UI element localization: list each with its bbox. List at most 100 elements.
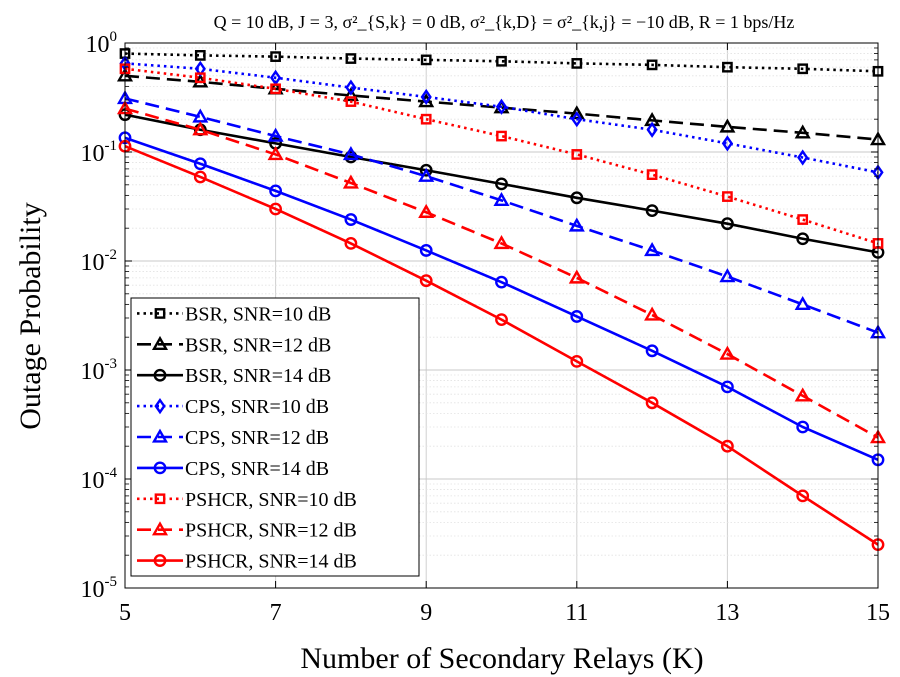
data-point — [646, 59, 658, 71]
data-point — [571, 111, 583, 128]
data-point — [644, 306, 661, 321]
data-point — [270, 51, 281, 62]
legend-item: PSHCR, SNR=12 dB — [137, 520, 357, 542]
data-point — [645, 396, 659, 410]
data-point — [721, 217, 734, 231]
data-point — [495, 98, 508, 115]
y-axis-label: Outage Probability — [14, 202, 47, 429]
y-tick-label: 10-2 — [81, 247, 118, 276]
data-point — [269, 184, 282, 198]
x-tick-label: 5 — [119, 600, 131, 626]
data-point — [151, 335, 169, 351]
data-point — [568, 217, 585, 232]
data-point — [345, 53, 357, 64]
data-point — [269, 202, 282, 216]
legend-label: CPS, SNR=12 dB — [185, 427, 329, 449]
series-3 — [119, 55, 884, 181]
data-point — [722, 191, 733, 202]
data-point — [493, 235, 510, 250]
series-line — [124, 52, 879, 73]
data-point — [570, 354, 584, 368]
data-point — [794, 124, 811, 139]
legend-item: CPS, SNR=10 dB — [137, 396, 329, 418]
y-tick-label: 100 — [86, 29, 118, 58]
legend-item: BSR, SNR=14 dB — [137, 365, 331, 387]
x-tick-label: 15 — [866, 600, 890, 626]
series-7 — [116, 100, 887, 444]
x-tick-label: 11 — [565, 600, 588, 626]
data-point — [495, 177, 508, 191]
data-point — [570, 191, 584, 205]
data-point — [418, 203, 435, 218]
data-point — [645, 204, 659, 217]
data-point — [796, 420, 810, 434]
data-point — [419, 163, 433, 177]
data-point — [420, 54, 432, 66]
data-point — [722, 61, 733, 73]
data-point — [796, 232, 810, 246]
data-point — [345, 79, 357, 96]
legend-label: CPS, SNR=10 dB — [185, 396, 329, 418]
data-point — [344, 237, 358, 250]
legend-item: BSR, SNR=12 dB — [137, 334, 331, 356]
data-point — [796, 489, 810, 503]
data-point — [646, 121, 658, 138]
series-4 — [116, 90, 887, 339]
x-tick-label: 7 — [270, 600, 282, 626]
data-point — [719, 345, 736, 360]
y-tick-label: 10-4 — [81, 465, 118, 494]
legend-item: PSHCR, SNR=14 dB — [137, 551, 357, 573]
axes-box — [124, 42, 879, 589]
x-tick-label: 13 — [715, 600, 739, 626]
data-point — [797, 63, 809, 75]
data-point — [418, 93, 435, 108]
data-point — [193, 157, 207, 171]
series-line — [124, 145, 879, 546]
data-point — [495, 313, 508, 326]
data-point — [794, 295, 811, 311]
legend-label: BSR, SNR=14 dB — [185, 365, 331, 387]
data-point — [342, 87, 359, 102]
data-point — [570, 310, 584, 323]
data-point — [644, 242, 661, 257]
data-point — [721, 135, 734, 152]
data-point — [153, 368, 167, 382]
data-point — [267, 146, 284, 161]
data-point — [496, 130, 507, 142]
y-tick-label: 10-3 — [81, 356, 118, 385]
data-point — [345, 96, 357, 107]
data-point — [797, 149, 809, 166]
data-point — [797, 214, 809, 225]
data-point — [194, 50, 206, 61]
data-point — [194, 72, 206, 84]
series-0 — [119, 48, 884, 77]
data-point — [646, 169, 658, 180]
data-point — [496, 55, 507, 67]
series-line — [124, 113, 879, 254]
data-point — [193, 170, 207, 184]
series-line — [124, 107, 879, 439]
legend-item: CPS, SNR=12 dB — [137, 427, 329, 449]
data-point — [794, 387, 811, 402]
data-point — [151, 521, 169, 536]
legend-label: PSHCR, SNR=12 dB — [185, 520, 357, 542]
chart-title: Q = 10 dB, J = 3, σ²_{S,k} = 0 dB, σ²_{k… — [214, 12, 795, 32]
plot-frame — [124, 42, 879, 589]
data-point — [267, 127, 284, 142]
data-point — [270, 83, 281, 95]
data-point — [154, 308, 166, 319]
data-point — [153, 461, 167, 475]
axis-ticks: 5 7 9 11 13 15 10-5 10-4 10-3 10-2 10-1 100 — [81, 29, 891, 626]
data-point — [721, 439, 734, 453]
data-point — [645, 344, 659, 358]
x-tick-label: 9 — [420, 600, 432, 626]
data-point — [420, 88, 432, 106]
data-point — [721, 380, 734, 394]
data-point — [493, 191, 510, 207]
legend-item: BSR, SNR=10 dB — [137, 303, 331, 325]
data-point — [154, 398, 166, 415]
data-point — [568, 269, 585, 284]
data-point — [151, 428, 169, 443]
data-point — [419, 244, 433, 257]
